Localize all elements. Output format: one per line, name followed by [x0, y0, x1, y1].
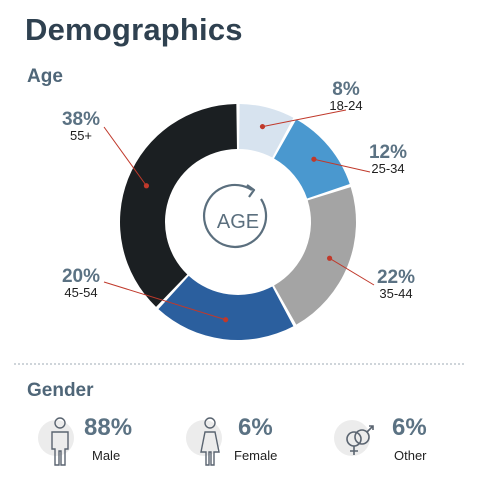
- section-divider: [14, 363, 464, 365]
- gender-symbols-icon: [346, 425, 374, 455]
- other-icon-background: [334, 420, 370, 456]
- age-center-icon: AGE: [202, 183, 268, 249]
- leader-dot-45-54: [223, 317, 229, 323]
- male-label: Male: [92, 448, 121, 463]
- slice-percent-55+: 38%: [62, 109, 100, 130]
- slice-category-45-54: 45-54: [64, 285, 97, 300]
- slice-percent-18-24: 8%: [332, 79, 360, 100]
- age-donut-chart: 8%18-24 12%25-34 22%35-44 20%45-54 38%55+ AG…: [62, 79, 415, 340]
- donut-slice-18-24: [239, 104, 294, 158]
- other-label: Other: [394, 448, 427, 463]
- donut-slice-55+: [120, 104, 237, 307]
- donut-slice-45-54: [158, 275, 294, 340]
- gender-section-label: Gender: [27, 380, 94, 401]
- leader-line-35-44: [329, 257, 375, 286]
- slice-category-25-34: 25-34: [371, 161, 404, 176]
- page-title: Demographics: [25, 12, 243, 47]
- leader-dot-25-34: [311, 156, 317, 162]
- donut-slice-35-44: [274, 187, 356, 325]
- leader-line-55+: [103, 126, 147, 187]
- slice-percent-25-34: 12%: [369, 142, 407, 163]
- female-label: Female: [234, 448, 278, 463]
- slice-percent-45-54: 20%: [62, 266, 100, 287]
- slice-category-35-44: 35-44: [379, 286, 412, 301]
- slice-category-55+: 55+: [70, 128, 92, 143]
- male-person-icon: [51, 417, 69, 466]
- leader-dot-35-44: [326, 255, 333, 261]
- leader-dot-55+: [143, 183, 150, 189]
- leader-line-25-34: [313, 158, 371, 173]
- leader-dot-18-24: [259, 123, 266, 130]
- other-percent: 6%: [392, 414, 427, 441]
- female-percent: 6%: [238, 414, 273, 441]
- leader-line-18-24: [262, 109, 347, 128]
- slice-percent-35-44: 22%: [377, 267, 415, 288]
- age-center-label: AGE: [217, 211, 259, 233]
- male-percent: 88%: [84, 414, 133, 441]
- age-section-label: Age: [27, 66, 63, 87]
- leader-line-45-54: [103, 281, 226, 321]
- slice-category-18-24: 18-24: [329, 98, 362, 113]
- female-person-icon: [200, 417, 220, 466]
